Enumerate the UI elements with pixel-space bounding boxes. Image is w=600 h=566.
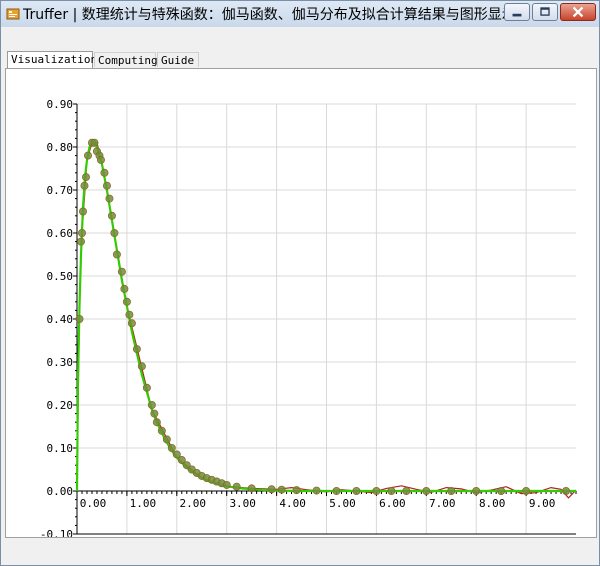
data-point xyxy=(75,314,84,323)
maximize-button[interactable] xyxy=(532,3,558,21)
data-point xyxy=(83,151,92,160)
x-tick-label: 4.00 xyxy=(279,497,306,510)
data-point xyxy=(157,426,166,435)
x-tick-label: 8.00 xyxy=(479,497,506,510)
x-tick-label: 7.00 xyxy=(429,497,456,510)
data-point xyxy=(352,486,361,495)
data-point xyxy=(127,319,136,328)
visualization-panel: -0.10 0.00 0.10 0.20 0.30 0.40 0.50 0.60 0.70 0.8… xyxy=(5,68,597,538)
data-point xyxy=(132,345,141,354)
data-point xyxy=(247,484,256,493)
data-point xyxy=(105,194,114,203)
y-tick-label: 0.90 xyxy=(47,98,74,111)
y-tick-label: 0.40 xyxy=(47,313,74,326)
maximize-icon xyxy=(540,7,550,16)
title-bar[interactable]: Truffer | 数理统计与特殊函数：伽马函数、伽马分布及拟合计算结果与图形显… xyxy=(1,1,599,27)
data-point xyxy=(292,486,301,495)
y-tick-label: 0.80 xyxy=(47,141,74,154)
data-point xyxy=(110,228,119,237)
close-button[interactable] xyxy=(560,3,596,21)
x-tick-label: 5.00 xyxy=(329,497,356,510)
data-point xyxy=(102,181,111,190)
data-point xyxy=(112,250,121,259)
data-point xyxy=(267,485,276,494)
data-point xyxy=(232,482,241,491)
data-point xyxy=(90,138,99,147)
x-tick-label: 9.00 xyxy=(529,497,556,510)
data-point xyxy=(402,486,411,495)
tab-guide[interactable]: Guide xyxy=(157,52,199,67)
y-tick-label: 0.20 xyxy=(47,399,74,412)
chart-grid xyxy=(76,103,576,535)
x-tick-label: 1.00 xyxy=(130,497,157,510)
data-point xyxy=(117,267,126,276)
data-point xyxy=(81,173,90,182)
y-tick-label: 0.10 xyxy=(47,442,74,455)
data-point xyxy=(122,297,131,306)
data-point xyxy=(277,485,286,494)
x-tick-label: 6.00 xyxy=(379,497,406,510)
minimize-button[interactable] xyxy=(504,3,530,21)
y-tick-label: 0.50 xyxy=(47,270,74,283)
data-point xyxy=(422,486,431,495)
data-point xyxy=(96,155,105,164)
data-point xyxy=(107,211,116,220)
data-point xyxy=(150,409,159,418)
data-point xyxy=(312,486,321,495)
data-point xyxy=(147,400,156,409)
chart-tick-labels: -0.10 0.00 0.10 0.20 0.30 0.40 0.50 0.60 0.70 0.8… xyxy=(40,98,555,537)
data-point xyxy=(497,486,506,495)
data-point xyxy=(80,181,89,190)
y-tick-label: 0.30 xyxy=(47,356,74,369)
minimize-icon xyxy=(512,13,522,17)
data-point xyxy=(372,486,381,495)
x-tick-label: 2.00 xyxy=(180,497,207,510)
data-point xyxy=(125,310,134,319)
tab-computing[interactable]: Computing xyxy=(94,52,158,67)
chart-points xyxy=(75,138,571,495)
data-point xyxy=(167,443,176,452)
data-point xyxy=(76,237,85,246)
y-tick-label: 0.70 xyxy=(47,184,74,197)
data-point xyxy=(222,480,231,489)
app-icon xyxy=(6,8,20,20)
data-point xyxy=(142,383,151,392)
close-icon xyxy=(572,6,584,18)
data-point xyxy=(522,486,531,495)
data-point xyxy=(162,435,171,444)
data-point xyxy=(447,486,456,495)
data-point xyxy=(387,486,396,495)
data-point xyxy=(100,168,109,177)
data-point xyxy=(172,450,181,459)
data-point xyxy=(182,461,191,470)
data-point xyxy=(332,486,341,495)
y-tick-label: 0.00 xyxy=(47,485,74,498)
data-point xyxy=(77,228,86,237)
data-point xyxy=(120,284,129,293)
x-tick-label: 3.00 xyxy=(229,497,256,510)
window-title: Truffer | 数理统计与特殊函数：伽马函数、伽马分布及拟合计算结果与图形显… xyxy=(23,7,516,23)
data-point xyxy=(78,207,87,216)
data-point xyxy=(177,456,186,465)
y-tick-label: 0.60 xyxy=(47,227,74,240)
x-tick-label: 0.00 xyxy=(80,497,107,510)
data-point xyxy=(137,362,146,371)
y-tick-label: -0.10 xyxy=(40,528,73,537)
data-point xyxy=(152,418,161,427)
data-point xyxy=(472,486,481,495)
gamma-chart[interactable]: -0.10 0.00 0.10 0.20 0.30 0.40 0.50 0.60 0.70 0.8… xyxy=(6,69,596,537)
data-point xyxy=(562,486,571,495)
tab-visualization[interactable]: Visualization xyxy=(7,51,97,68)
